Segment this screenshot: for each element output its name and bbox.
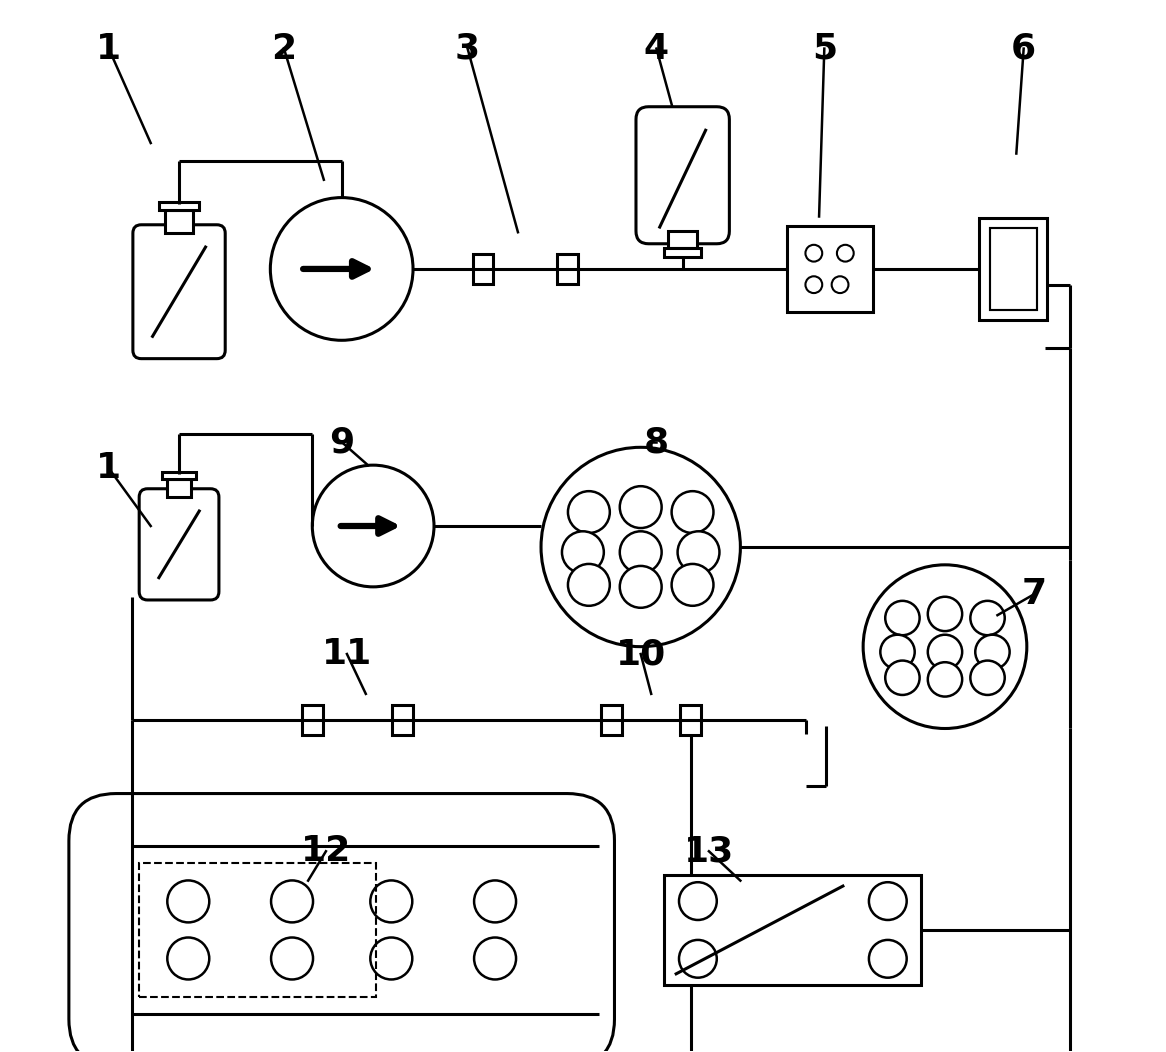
- Circle shape: [271, 198, 413, 340]
- Text: 9: 9: [329, 425, 354, 459]
- Bar: [473, 255, 493, 284]
- Bar: [990, 228, 1037, 310]
- Circle shape: [880, 634, 914, 669]
- Circle shape: [562, 531, 604, 573]
- Bar: [167, 479, 191, 498]
- Text: 6: 6: [1011, 32, 1037, 65]
- Bar: [139, 863, 375, 997]
- Circle shape: [167, 881, 209, 923]
- Bar: [602, 706, 621, 734]
- Circle shape: [167, 937, 209, 979]
- Text: 1: 1: [96, 451, 121, 485]
- Bar: [979, 218, 1047, 321]
- Circle shape: [475, 881, 517, 923]
- Circle shape: [885, 661, 920, 695]
- Circle shape: [928, 634, 962, 669]
- Circle shape: [541, 447, 740, 647]
- Circle shape: [863, 565, 1027, 728]
- Circle shape: [620, 486, 661, 528]
- Text: 4: 4: [644, 32, 669, 65]
- Bar: [787, 226, 872, 312]
- Text: 2: 2: [272, 32, 296, 65]
- Circle shape: [869, 939, 907, 977]
- Circle shape: [975, 634, 1010, 669]
- Circle shape: [970, 601, 1005, 635]
- Text: 1: 1: [96, 32, 121, 65]
- Circle shape: [970, 661, 1005, 695]
- Circle shape: [312, 465, 434, 587]
- Circle shape: [677, 531, 719, 573]
- Text: 12: 12: [301, 834, 351, 868]
- Circle shape: [271, 881, 312, 923]
- FancyBboxPatch shape: [139, 489, 219, 600]
- Circle shape: [679, 939, 717, 977]
- Circle shape: [869, 883, 907, 920]
- Circle shape: [928, 596, 962, 631]
- Bar: [164, 210, 194, 234]
- Circle shape: [371, 881, 413, 923]
- Text: 7: 7: [1021, 578, 1047, 611]
- Circle shape: [928, 662, 962, 696]
- Bar: [668, 231, 697, 247]
- Bar: [665, 247, 701, 257]
- Circle shape: [371, 937, 413, 979]
- Text: 3: 3: [455, 32, 480, 65]
- Circle shape: [620, 566, 661, 608]
- Text: 11: 11: [322, 638, 372, 671]
- Text: 10: 10: [616, 638, 666, 671]
- Circle shape: [568, 564, 610, 606]
- Bar: [302, 706, 323, 734]
- Circle shape: [672, 491, 714, 533]
- FancyBboxPatch shape: [635, 106, 730, 244]
- Circle shape: [475, 937, 517, 979]
- Bar: [162, 472, 196, 479]
- Circle shape: [620, 531, 661, 573]
- Text: 8: 8: [644, 425, 669, 459]
- Circle shape: [271, 937, 312, 979]
- Circle shape: [672, 564, 714, 606]
- FancyBboxPatch shape: [69, 793, 614, 1052]
- Bar: [681, 706, 701, 734]
- FancyBboxPatch shape: [133, 225, 225, 359]
- Bar: [160, 202, 198, 210]
- Circle shape: [679, 883, 717, 920]
- Circle shape: [568, 491, 610, 533]
- Text: 5: 5: [812, 32, 837, 65]
- Circle shape: [885, 601, 920, 635]
- Bar: [392, 706, 413, 734]
- Bar: [665, 875, 921, 985]
- Text: 13: 13: [683, 834, 735, 868]
- Bar: [557, 255, 578, 284]
